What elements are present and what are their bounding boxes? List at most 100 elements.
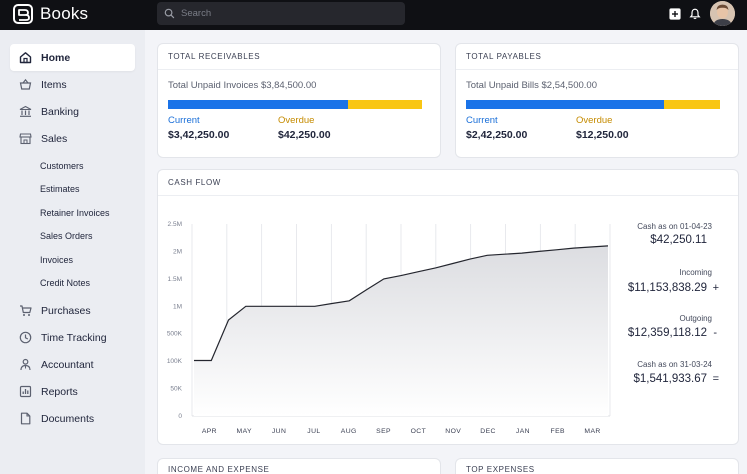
receivables-card: TOTAL RECEIVABLES Total Unpaid Invoices … (157, 43, 441, 158)
bank-icon (19, 105, 32, 118)
sidebar-item-label: Reports (41, 385, 78, 398)
closing-balance-value: $1,541,933.67 (633, 373, 707, 385)
sidebar-item-label: Home (41, 51, 71, 64)
sidebar-item-label: Banking (41, 105, 79, 118)
sidebar-subitem-sales-orders[interactable]: Sales Orders (40, 231, 93, 242)
payables-overdue-amount[interactable]: $12,250.00 (576, 129, 629, 141)
sidebar-item-label: Sales (41, 132, 68, 145)
sidebar-item-label: Time Tracking (41, 331, 107, 344)
payables-overdue-label: Overdue (576, 115, 613, 126)
sidebar-item-purchases[interactable]: Purchases (10, 297, 135, 324)
receivables-summary: Total Unpaid Invoices $3,84,500.00 (168, 80, 317, 91)
app-name: Books (40, 4, 89, 23)
income-expense-card: INCOME AND EXPENSE (157, 458, 441, 474)
incoming-value[interactable]: $11,153,838.29 (627, 282, 707, 294)
y-tick-label: 100K (167, 358, 183, 365)
x-tick-label: NOV (445, 428, 461, 435)
sidebar: Home Items Banking Sales Customers Estim… (0, 30, 145, 474)
x-tick-label: JUL (307, 428, 320, 435)
notifications-button[interactable] (688, 7, 702, 21)
sidebar-item-sales[interactable]: Sales (10, 125, 135, 152)
sidebar-item-label: Items (41, 78, 67, 91)
bell-icon (689, 8, 701, 20)
avatar[interactable] (710, 1, 735, 26)
x-tick-label: AUG (341, 428, 357, 435)
sidebar-item-label: Accountant (41, 358, 94, 371)
x-tick-label: SEP (376, 428, 391, 435)
books-logo-icon (13, 4, 33, 24)
income-expense-title: INCOME AND EXPENSE (158, 459, 440, 474)
basket-icon (19, 78, 32, 91)
payables-summary: Total Unpaid Bills $2,54,500.00 (466, 80, 597, 91)
sidebar-item-reports[interactable]: Reports (10, 378, 135, 405)
sidebar-item-documents[interactable]: Documents (10, 405, 135, 432)
x-tick-label: MAR (584, 428, 600, 435)
search-box[interactable] (157, 2, 405, 25)
sidebar-item-home[interactable]: Home (10, 44, 135, 71)
payables-bar[interactable] (466, 100, 720, 109)
payables-current-label: Current (466, 115, 498, 126)
payables-current-segment (466, 100, 665, 109)
sidebar-item-label: Documents (41, 412, 95, 425)
clock-icon (19, 331, 32, 344)
store-icon (19, 132, 32, 145)
cash-flow-chart[interactable]: 0 50K 100K 500K 1M 1.5M 2M 2.5M APR MAY JUN JUL AUG… (158, 196, 618, 446)
y-tick-label: 0 (178, 413, 182, 420)
x-tick-label: MAY (237, 428, 252, 435)
y-tick-label: 1.5M (168, 276, 182, 283)
closing-balance-label: Cash as on 31-03-24 (637, 360, 712, 369)
x-tick-label: APR (202, 428, 217, 435)
closing-sign: = (712, 373, 719, 385)
receivables-overdue-segment (348, 100, 422, 109)
incoming-label: Incoming (679, 268, 712, 277)
receivables-current-amount[interactable]: $3,42,250.00 (168, 129, 230, 141)
search-input[interactable] (181, 8, 381, 19)
receivables-overdue-label: Overdue (278, 115, 315, 126)
cart-icon (19, 304, 32, 317)
outgoing-value[interactable]: $12,359,118.12 (627, 327, 707, 339)
sidebar-subitem-estimates[interactable]: Estimates (40, 184, 80, 195)
sidebar-item-accountant[interactable]: Accountant (10, 351, 135, 378)
top-bar: Books (0, 0, 747, 30)
sidebar-subitem-retainer-invoices[interactable]: Retainer Invoices (40, 207, 110, 218)
sidebar-item-label: Purchases (41, 304, 91, 317)
receivables-title: TOTAL RECEIVABLES (158, 44, 440, 70)
cash-flow-title: CASH FLOW (158, 170, 738, 196)
payables-card: TOTAL PAYABLES Total Unpaid Bills $2,54,… (455, 43, 739, 158)
receivables-bar[interactable] (168, 100, 422, 109)
x-tick-label: FEB (551, 428, 565, 435)
sidebar-item-items[interactable]: Items (10, 71, 135, 98)
document-icon (19, 412, 32, 425)
search-icon (164, 8, 175, 19)
top-expenses-card: TOP EXPENSES (455, 458, 739, 474)
y-tick-label: 500K (167, 331, 183, 338)
reports-icon (19, 385, 32, 398)
user-photo-icon (710, 1, 735, 26)
y-tick-label: 50K (170, 386, 182, 393)
opening-balance-value: $42,250.11 (650, 234, 707, 246)
home-icon (19, 51, 32, 64)
sidebar-subitem-customers[interactable]: Customers (40, 160, 84, 171)
sidebar-item-banking[interactable]: Banking (10, 98, 135, 125)
plus-icon (669, 8, 681, 20)
x-tick-label: OCT (411, 428, 427, 435)
sidebar-subitem-credit-notes[interactable]: Credit Notes (40, 278, 91, 289)
x-tick-label: JUN (272, 428, 286, 435)
add-new-button[interactable] (668, 7, 682, 21)
brand[interactable]: Books (12, 3, 88, 25)
x-tick-label: JAN (516, 428, 530, 435)
sidebar-subitem-invoices[interactable]: Invoices (40, 254, 74, 265)
incoming-sign: + (712, 282, 719, 294)
payables-overdue-segment (664, 100, 720, 109)
receivables-overdue-amount[interactable]: $42,250.00 (278, 129, 331, 141)
x-tick-label: DEC (480, 428, 496, 435)
payables-current-amount[interactable]: $2,42,250.00 (466, 129, 528, 141)
y-tick-label: 2.5M (168, 221, 182, 228)
y-tick-label: 2M (173, 248, 182, 255)
y-tick-label: 1M (173, 303, 182, 310)
cash-flow-area (194, 245, 608, 416)
sidebar-item-time-tracking[interactable]: Time Tracking (10, 324, 135, 351)
opening-balance-label: Cash as on 01-04-23 (637, 222, 712, 231)
cash-flow-card: CASH FLOW 0 50K 100K 500K 1M 1.5M 2M 2.5M APR MA… (157, 169, 739, 445)
accountant-icon (19, 358, 32, 371)
